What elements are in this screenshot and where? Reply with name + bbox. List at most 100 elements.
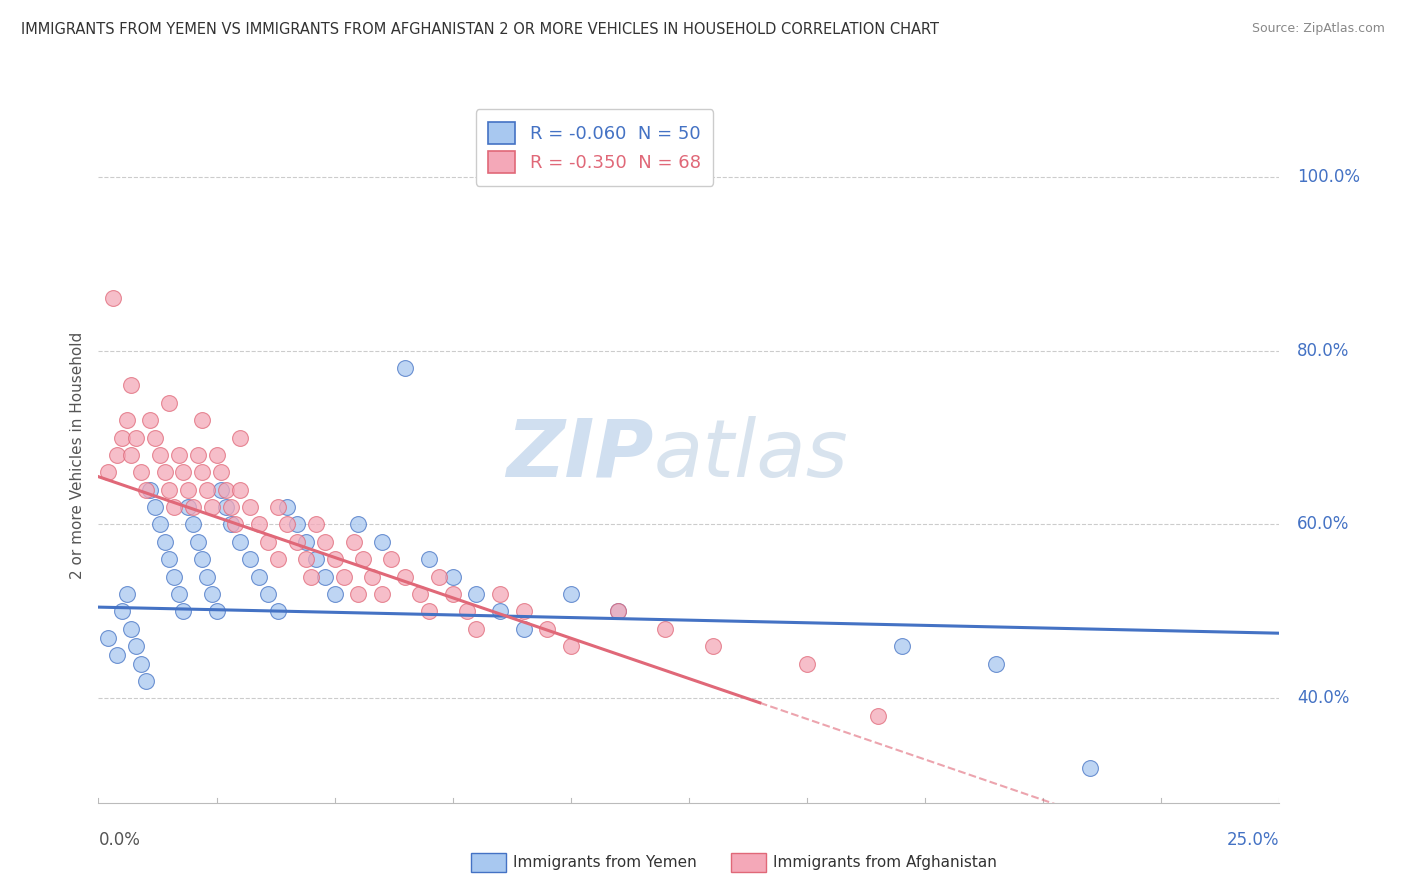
Text: 80.0%: 80.0% bbox=[1298, 342, 1350, 359]
Point bbox=[418, 605, 440, 619]
Point bbox=[163, 500, 186, 514]
Point bbox=[257, 587, 280, 601]
Point bbox=[205, 448, 228, 462]
Point bbox=[427, 570, 450, 584]
Point bbox=[177, 483, 200, 497]
Point bbox=[441, 587, 464, 601]
Point bbox=[489, 587, 512, 601]
Text: 100.0%: 100.0% bbox=[1298, 168, 1360, 186]
Point bbox=[371, 535, 394, 549]
Point bbox=[105, 448, 128, 462]
Point bbox=[285, 517, 308, 532]
Text: 0.0%: 0.0% bbox=[98, 830, 141, 848]
Point bbox=[135, 483, 157, 497]
Point bbox=[209, 483, 232, 497]
Point bbox=[219, 517, 242, 532]
Point bbox=[224, 517, 246, 532]
Point bbox=[323, 587, 346, 601]
Point bbox=[157, 552, 180, 566]
Point bbox=[195, 570, 218, 584]
Point bbox=[239, 500, 262, 514]
Text: 60.0%: 60.0% bbox=[1298, 516, 1350, 533]
Point bbox=[111, 431, 134, 445]
Point bbox=[157, 396, 180, 410]
Point bbox=[984, 657, 1007, 671]
Point bbox=[121, 448, 143, 462]
Point bbox=[489, 605, 512, 619]
Text: 25.0%: 25.0% bbox=[1227, 830, 1279, 848]
Text: Immigrants from Afghanistan: Immigrants from Afghanistan bbox=[773, 855, 997, 870]
Point bbox=[125, 431, 148, 445]
Point bbox=[157, 483, 180, 497]
Point bbox=[121, 378, 143, 392]
Point bbox=[125, 639, 148, 653]
Point bbox=[149, 517, 172, 532]
Point bbox=[153, 466, 176, 480]
Point bbox=[247, 517, 270, 532]
Text: IMMIGRANTS FROM YEMEN VS IMMIGRANTS FROM AFGHANISTAN 2 OR MORE VEHICLES IN HOUSE: IMMIGRANTS FROM YEMEN VS IMMIGRANTS FROM… bbox=[21, 22, 939, 37]
Point bbox=[702, 639, 724, 653]
Point bbox=[209, 466, 232, 480]
Point bbox=[342, 535, 364, 549]
Point bbox=[97, 466, 120, 480]
Point bbox=[135, 674, 157, 689]
Point bbox=[607, 605, 630, 619]
Point bbox=[97, 631, 120, 645]
Point bbox=[560, 587, 582, 601]
Point bbox=[153, 535, 176, 549]
Point bbox=[191, 413, 214, 427]
Point bbox=[187, 448, 209, 462]
Point bbox=[512, 622, 534, 636]
Point bbox=[163, 570, 186, 584]
Point bbox=[512, 605, 534, 619]
Legend: R = -0.060  N = 50, R = -0.350  N = 68: R = -0.060 N = 50, R = -0.350 N = 68 bbox=[475, 109, 713, 186]
Point bbox=[408, 587, 430, 601]
Point bbox=[115, 587, 138, 601]
Point bbox=[191, 466, 214, 480]
Point bbox=[607, 605, 630, 619]
Point bbox=[465, 587, 488, 601]
Point bbox=[560, 639, 582, 653]
Point bbox=[143, 431, 166, 445]
Point bbox=[101, 291, 124, 305]
Point bbox=[129, 657, 152, 671]
Point bbox=[172, 466, 194, 480]
Text: Immigrants from Yemen: Immigrants from Yemen bbox=[513, 855, 697, 870]
Point bbox=[285, 535, 308, 549]
Point bbox=[247, 570, 270, 584]
Point bbox=[333, 570, 356, 584]
Point bbox=[201, 500, 224, 514]
Point bbox=[201, 587, 224, 601]
Point bbox=[121, 622, 143, 636]
Point bbox=[139, 413, 162, 427]
Point bbox=[796, 657, 818, 671]
Point bbox=[305, 517, 328, 532]
Point bbox=[229, 431, 252, 445]
Point bbox=[205, 605, 228, 619]
Point bbox=[129, 466, 152, 480]
Point bbox=[866, 708, 889, 723]
Point bbox=[361, 570, 384, 584]
Point bbox=[143, 500, 166, 514]
Point bbox=[305, 552, 328, 566]
Point bbox=[195, 483, 218, 497]
Point bbox=[295, 552, 318, 566]
Point bbox=[181, 517, 204, 532]
Point bbox=[257, 535, 280, 549]
Point bbox=[267, 500, 290, 514]
Point bbox=[441, 570, 464, 584]
Point bbox=[347, 587, 370, 601]
Text: Source: ZipAtlas.com: Source: ZipAtlas.com bbox=[1251, 22, 1385, 36]
Point bbox=[187, 535, 209, 549]
Point bbox=[239, 552, 262, 566]
Point bbox=[219, 500, 242, 514]
Point bbox=[191, 552, 214, 566]
Point bbox=[229, 483, 252, 497]
Point bbox=[267, 605, 290, 619]
Point bbox=[380, 552, 402, 566]
Point bbox=[111, 605, 134, 619]
Point bbox=[536, 622, 558, 636]
Point bbox=[295, 535, 318, 549]
Text: atlas: atlas bbox=[654, 416, 848, 494]
Text: 40.0%: 40.0% bbox=[1298, 690, 1350, 707]
